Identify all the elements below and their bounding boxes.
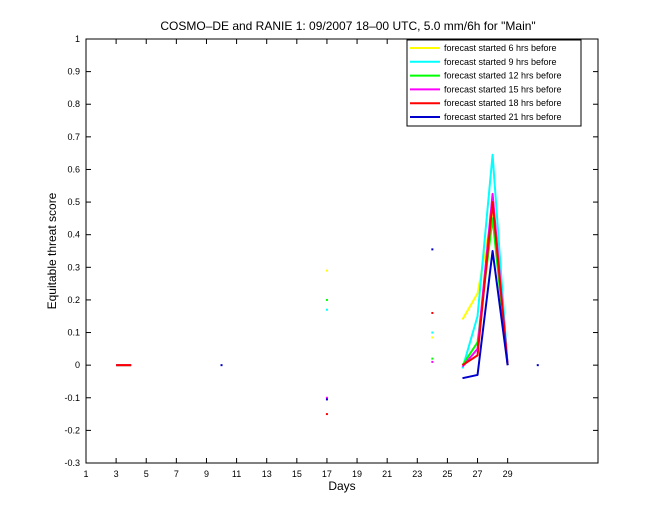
y-tick-label: 0.6 xyxy=(67,164,80,174)
y-tick-label: 0.1 xyxy=(67,328,80,338)
legend-box xyxy=(406,39,582,127)
y-axis: -0.3 -0.2 -0.1 0 0.1 0.2 0.3 0.4 0.5 0.6 0.7 0.8 0.9… xyxy=(64,34,598,468)
x-tick-label: 15 xyxy=(292,469,302,479)
legend-entry-label: forecast started 6 hrs before xyxy=(444,43,557,53)
x-tick-label: 21 xyxy=(382,469,392,479)
data-point xyxy=(325,298,328,301)
x-tick-label: 17 xyxy=(322,469,332,479)
legend: forecast started 6 hrs before forecast st… xyxy=(406,39,582,127)
data-point xyxy=(431,360,434,363)
x-axis: 1 3 5 7 9 11 13 15 17 19 21 23 25 27 29 xyxy=(83,39,513,479)
data-point xyxy=(431,248,434,251)
x-tick-label: 7 xyxy=(174,469,179,479)
y-tick-label: -0.2 xyxy=(64,425,80,435)
y-tick-label: 0 xyxy=(75,360,80,370)
x-tick-label: 27 xyxy=(473,469,483,479)
x-tick-label: 5 xyxy=(144,469,149,479)
data-point xyxy=(325,396,328,399)
data-point xyxy=(220,364,223,367)
legend-entry-label: forecast started 18 hrs before xyxy=(444,98,562,108)
y-tick-label: -0.1 xyxy=(64,393,80,403)
data-point xyxy=(536,364,539,367)
series-line xyxy=(461,153,509,369)
legend-entry-label: forecast started 9 hrs before xyxy=(444,57,557,67)
legend-entry-label: forecast started 15 hrs before xyxy=(444,84,562,94)
y-tick-label: 0.7 xyxy=(67,132,80,142)
y-tick-label: 1 xyxy=(75,34,80,44)
x-axis-label: Days xyxy=(328,479,355,493)
y-tick-label: 0.2 xyxy=(67,295,80,305)
data-point xyxy=(431,331,434,334)
series-line xyxy=(462,250,509,380)
series-5 xyxy=(220,248,539,401)
x-tick-label: 3 xyxy=(114,469,119,479)
legend-entry-label: forecast started 21 hrs before xyxy=(444,112,562,122)
data-point xyxy=(325,413,328,416)
y-tick-label: 0.4 xyxy=(67,230,80,240)
x-tick-label: 19 xyxy=(352,469,362,479)
x-tick-label: 1 xyxy=(83,469,88,479)
legend-entry-label: forecast started 12 hrs before xyxy=(444,71,562,81)
data-point xyxy=(325,269,328,272)
y-tick-label: 0.3 xyxy=(67,262,80,272)
data-point xyxy=(431,357,434,360)
x-tick-label: 25 xyxy=(442,469,452,479)
y-tick-label: 0.8 xyxy=(67,99,80,109)
x-tick-label: 9 xyxy=(204,469,209,479)
series-4 xyxy=(116,201,509,416)
y-tick-label: 0.5 xyxy=(67,197,80,207)
series-line xyxy=(461,201,509,366)
y-tick-label: -0.3 xyxy=(64,458,80,468)
x-tick-label: 23 xyxy=(412,469,422,479)
data-point xyxy=(431,336,434,339)
x-tick-label: 11 xyxy=(232,469,241,479)
data-point xyxy=(325,308,328,311)
series-layer xyxy=(116,153,539,416)
y-tick-label: 0.9 xyxy=(67,67,80,77)
y-axis-label: Equitable threat score xyxy=(45,192,59,309)
x-tick-label: 29 xyxy=(503,469,513,479)
data-point xyxy=(325,398,328,401)
chart-title: COSMO–DE and RANIE 1: 09/2007 18–00 UTC,… xyxy=(160,19,535,33)
x-tick-label: 13 xyxy=(262,469,272,479)
data-point xyxy=(431,311,434,314)
